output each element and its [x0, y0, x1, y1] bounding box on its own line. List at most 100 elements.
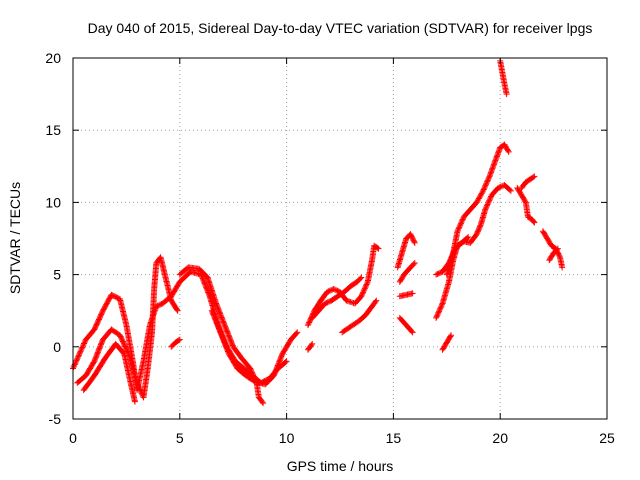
data-point: [227, 336, 234, 343]
data-point: [334, 287, 341, 294]
data-point: [218, 331, 225, 338]
data-point: [272, 367, 279, 374]
data-point: [360, 289, 367, 296]
data-point: [219, 334, 226, 341]
data-point: [212, 316, 219, 323]
data-point: [435, 309, 442, 316]
data-point: [98, 310, 105, 317]
data-point: [220, 319, 227, 326]
data-point: [434, 312, 441, 319]
data-point: [119, 338, 126, 345]
data-point: [458, 219, 465, 226]
data-point: [95, 348, 102, 355]
data-point: [483, 179, 490, 186]
data-point: [80, 341, 87, 348]
data-point: [474, 228, 481, 235]
data-point: [122, 343, 129, 350]
data-point: [223, 344, 230, 351]
data-point: [474, 198, 481, 205]
data-point: [373, 297, 380, 304]
data-point: [208, 307, 215, 314]
data-point: [358, 274, 365, 281]
data-point: [434, 271, 441, 278]
data-point: [464, 235, 471, 242]
data-point: [454, 228, 461, 235]
chart-title: Day 040 of 2015, Sidereal Day-to-day VTE…: [88, 20, 593, 36]
data-point: [93, 322, 100, 329]
data-point: [94, 350, 101, 357]
data-point: [506, 186, 513, 193]
data-point: [199, 275, 206, 282]
data-point: [98, 311, 105, 318]
data-point: [277, 356, 284, 363]
data-point: [226, 333, 233, 340]
data-point: [210, 312, 217, 319]
data-point: [331, 286, 338, 293]
data-point: [135, 382, 142, 389]
data-point: [248, 368, 255, 375]
data-point: [215, 305, 222, 312]
data-point: [225, 332, 232, 339]
data-point: [134, 379, 141, 386]
data-point: [308, 342, 315, 349]
data-point: [218, 313, 225, 320]
data-point: [436, 307, 443, 314]
data-point: [273, 365, 280, 372]
data-point: [92, 355, 99, 362]
data-point: [223, 345, 230, 352]
data-point: [96, 345, 103, 352]
data-point: [95, 316, 102, 323]
data-point: [78, 347, 85, 354]
data-point: [481, 183, 488, 190]
data-point: [476, 223, 483, 230]
data-point: [201, 279, 208, 286]
data-point: [216, 326, 223, 333]
data-point: [214, 321, 221, 328]
data-point: [293, 330, 300, 337]
data-point: [224, 328, 231, 335]
data-point: [206, 291, 213, 298]
data-point: [123, 347, 130, 354]
data-point: [333, 287, 340, 294]
data-point: [483, 181, 490, 188]
data-point: [221, 339, 228, 346]
data-point: [409, 329, 416, 336]
data-point: [211, 315, 218, 322]
data-point: [473, 199, 480, 206]
data-point: [325, 288, 332, 295]
data-point: [205, 289, 212, 296]
data-point: [484, 201, 491, 208]
data-point: [505, 147, 512, 154]
data-point: [372, 298, 379, 305]
data-point: [358, 293, 365, 300]
data-point: [81, 340, 88, 347]
data-point: [97, 342, 104, 349]
data-point: [530, 218, 537, 225]
data-point: [487, 194, 494, 201]
data-point: [507, 187, 514, 194]
data-point: [95, 346, 102, 353]
data-point: [271, 370, 278, 377]
data-point: [411, 239, 418, 246]
data-point: [91, 356, 98, 363]
data-point: [97, 313, 104, 320]
data-point: [119, 337, 126, 344]
data-point: [478, 190, 485, 197]
data-point: [408, 328, 415, 335]
data-point: [247, 365, 254, 372]
data-point: [201, 280, 208, 287]
data-point: [250, 377, 257, 384]
data-point: [477, 191, 484, 198]
data-point: [74, 356, 81, 363]
grid-lines: [73, 58, 607, 419]
data-point: [79, 343, 86, 350]
data-point: [283, 358, 290, 365]
x-tick-label: 15: [386, 430, 402, 446]
data-point: [364, 280, 371, 287]
data-point: [459, 217, 466, 224]
data-point: [486, 197, 493, 204]
data-point: [282, 359, 289, 366]
data-point: [358, 291, 365, 298]
data-point: [204, 286, 211, 293]
data-point: [433, 313, 440, 320]
